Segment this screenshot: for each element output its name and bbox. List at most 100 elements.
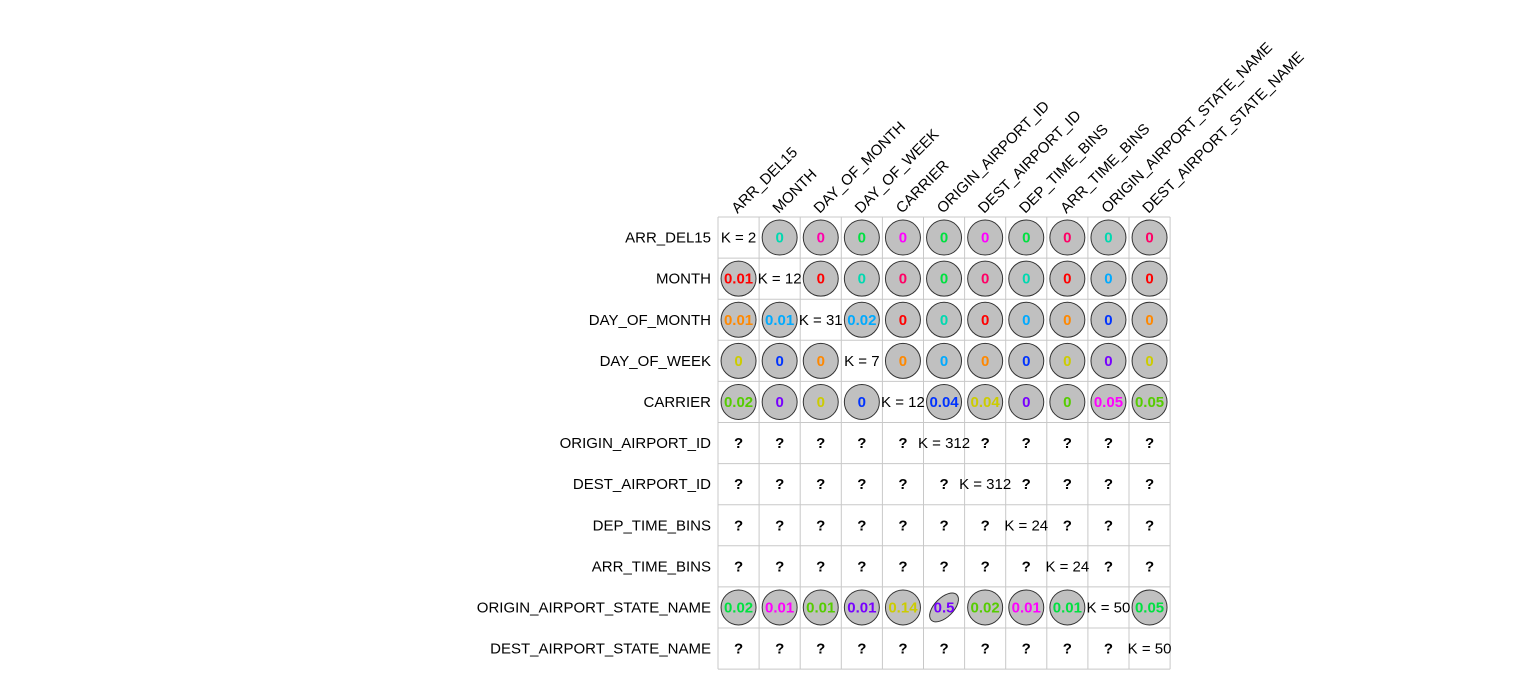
diagonal-cardinality-label: K = 50 [1087,599,1131,616]
correlation-circle [1049,383,1086,420]
correlation-value-label: 0 [1022,230,1030,247]
correlation-value-label: 0.01 [1012,599,1041,616]
correlation-circle [1131,383,1168,420]
correlation-value-label: 0 [1022,312,1030,329]
correlation-value-label: 0 [1063,394,1071,411]
unknown-value-mark: ? [775,476,784,493]
correlation-value-label: 0 [981,271,989,288]
correlation-circle [884,342,921,379]
row-label: DEST_AIRPORT_STATE_NAME [490,641,711,658]
row-label: ARR_DEL15 [625,230,711,247]
correlation-value-label: 0 [734,353,742,370]
unknown-value-mark: ? [939,476,948,493]
correlation-circle [926,383,963,420]
correlation-value-label: 0.01 [847,599,876,616]
unknown-value-mark: ? [898,558,907,575]
unknown-value-mark: ? [816,517,825,534]
correlation-value-label: 0 [817,394,825,411]
unknown-value-mark: ? [939,517,948,534]
unknown-value-mark: ? [857,476,866,493]
unknown-value-mark: ? [981,517,990,534]
unknown-value-mark: ? [816,558,825,575]
row-label: DAY_OF_MONTH [589,312,711,329]
correlation-value-label: 0.02 [724,394,753,411]
unknown-value-mark: ? [816,476,825,493]
correlation-value-label: 0 [817,353,825,370]
correlation-circle [843,301,880,338]
correlation-circle [926,342,963,379]
unknown-value-mark: ? [816,641,825,658]
correlation-circle [1008,219,1045,256]
correlation-circle [802,260,839,297]
correlation-circle [802,219,839,256]
correlation-circle [720,383,757,420]
correlation-value-label: 0 [1063,271,1071,288]
correlation-circle [1008,260,1045,297]
row-label: DAY_OF_WEEK [600,353,711,370]
correlation-value-label: 0.01 [724,271,753,288]
correlation-circle [1131,260,1168,297]
unknown-value-mark: ? [1022,435,1031,452]
correlation-circle [1008,342,1045,379]
correlation-circle [1008,589,1045,626]
correlation-circle [720,342,757,379]
correlation-value-label: 0 [775,353,783,370]
correlation-circle [884,301,921,338]
correlation-circle [926,301,963,338]
correlation-circle [1049,301,1086,338]
unknown-value-mark: ? [857,641,866,658]
unknown-value-mark: ? [775,641,784,658]
unknown-value-mark: ? [1145,476,1154,493]
matrix-grid [717,216,1171,670]
correlation-value-label: 0 [1022,271,1030,288]
correlation-circle [761,219,798,256]
correlation-circle [720,260,757,297]
correlation-value-label: 0.02 [847,312,876,329]
unknown-value-mark: ? [734,517,743,534]
correlation-ellipse [929,592,959,623]
correlation-value-label: 0 [858,271,866,288]
correlation-value-label: 0 [981,230,989,247]
correlation-value-label: 0 [1104,353,1112,370]
correlation-circle [761,342,798,379]
unknown-value-mark: ? [1063,476,1072,493]
unknown-value-mark: ? [1022,476,1031,493]
correlation-value-label: 0 [940,312,948,329]
unknown-value-mark: ? [775,558,784,575]
correlation-value-label: 0 [899,230,907,247]
unknown-value-mark: ? [981,641,990,658]
correlation-value-label: 0.01 [1053,599,1082,616]
correlation-circle [1131,342,1168,379]
correlation-circle [720,301,757,338]
correlation-value-label: 0 [940,271,948,288]
row-label: DEP_TIME_BINS [593,517,711,534]
correlation-value-label: 0.05 [1135,394,1164,411]
correlation-circle [1131,219,1168,256]
unknown-value-mark: ? [734,558,743,575]
correlation-value-label: 0 [817,230,825,247]
correlation-circle [967,342,1004,379]
correlation-circle [1090,383,1127,420]
correlation-circle [802,383,839,420]
unknown-value-mark: ? [775,517,784,534]
diagonal-cardinality-label: K = 24 [1045,558,1089,575]
correlation-value-label: 0.01 [724,312,753,329]
correlation-value-label: 0.01 [765,312,794,329]
correlation-value-label: 0 [1104,312,1112,329]
correlation-value-label: 0 [1145,312,1153,329]
diagonal-cardinality-label: K = 31 [799,312,843,329]
correlation-circle [1008,383,1045,420]
correlation-value-label: 0 [1063,312,1071,329]
correlation-value-label: 0 [940,353,948,370]
correlation-value-label: 0.01 [806,599,835,616]
unknown-value-mark: ? [1104,517,1113,534]
correlation-circle [926,260,963,297]
column-label: ORIGIN_AIRPORT_STATE_NAME [1098,39,1276,217]
correlation-circle [884,260,921,297]
correlation-value-label: 0.04 [929,394,959,411]
correlation-circle [720,589,757,626]
correlation-circle [843,383,880,420]
unknown-value-mark: ? [898,435,907,452]
correlation-circle [967,219,1004,256]
